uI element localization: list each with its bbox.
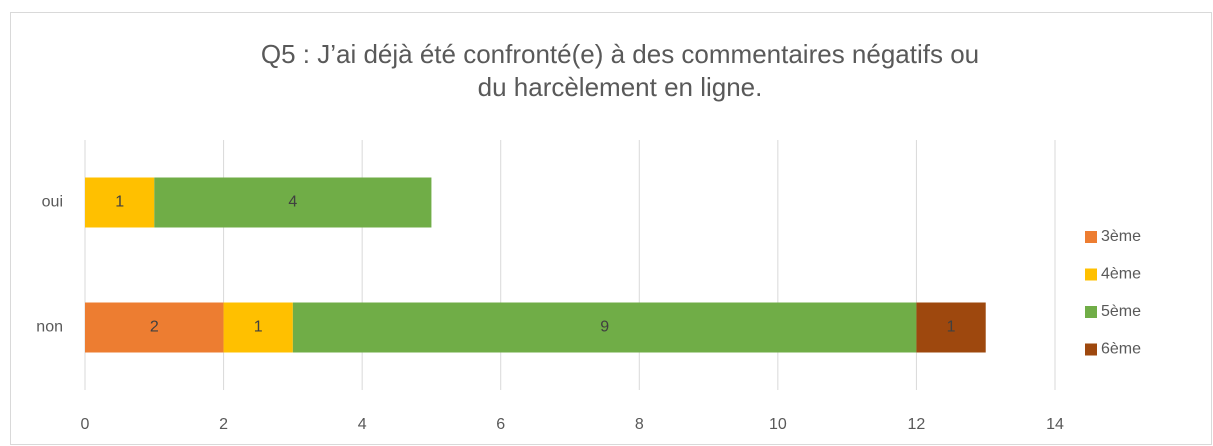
x-tick-label: 2 <box>219 416 228 433</box>
data-label: 2 <box>150 319 159 336</box>
legend-swatch <box>1085 343 1097 356</box>
chart-title: Q5 : J’ai déjà été confronté(e) à des co… <box>260 39 980 102</box>
legend-swatch <box>1085 268 1097 281</box>
legend-label: 4ème <box>1101 266 1141 283</box>
x-tick-label: 6 <box>496 416 505 433</box>
legend-label: 5ème <box>1101 303 1141 320</box>
data-label: 4 <box>288 194 297 211</box>
legend-swatch <box>1085 306 1097 318</box>
x-tick-label: 14 <box>1046 416 1064 433</box>
data-label: 1 <box>115 194 124 211</box>
x-tick-label: 12 <box>908 416 926 433</box>
data-label: 1 <box>947 319 956 336</box>
legend-swatch <box>1085 231 1097 243</box>
bar-segment <box>292 302 917 353</box>
x-tick-label: 8 <box>635 416 644 433</box>
data-label: 1 <box>254 319 263 336</box>
legend-label: 6ème <box>1101 341 1141 358</box>
bar-segment <box>85 177 155 228</box>
chart-frame <box>10 12 1212 445</box>
x-tick-label: 10 <box>769 416 787 433</box>
x-tick-label: 0 <box>81 416 90 433</box>
bar-segment <box>154 177 432 228</box>
y-tick-label: oui <box>42 194 63 211</box>
x-tick-label: 4 <box>358 416 367 433</box>
bar-segment <box>85 302 224 353</box>
y-tick-label: non <box>36 319 63 336</box>
bar-segment <box>223 302 293 353</box>
bar-segment <box>916 302 986 353</box>
data-label: 9 <box>600 319 609 336</box>
legend-label: 3ème <box>1101 228 1141 245</box>
